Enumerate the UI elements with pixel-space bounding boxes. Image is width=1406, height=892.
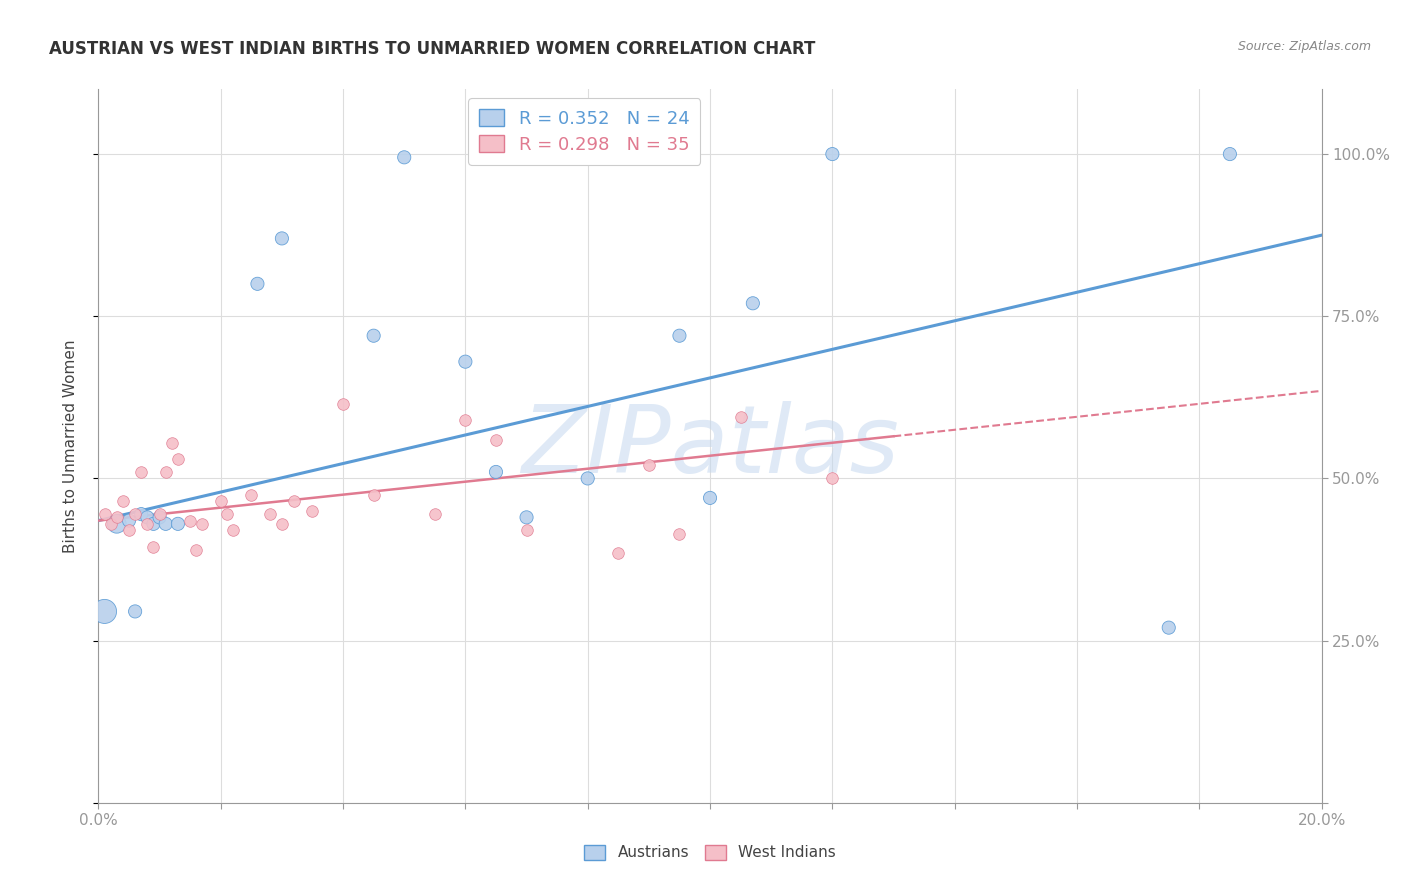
- Point: [136, 510, 159, 524]
- Point: [699, 491, 721, 505]
- Point: [240, 488, 263, 502]
- Point: [167, 452, 190, 467]
- Point: [100, 516, 122, 531]
- Point: [136, 516, 159, 531]
- Text: ZIPatlas: ZIPatlas: [522, 401, 898, 491]
- Point: [142, 540, 165, 554]
- Text: Source: ZipAtlas.com: Source: ZipAtlas.com: [1237, 40, 1371, 54]
- Point: [124, 507, 146, 521]
- Point: [516, 524, 538, 538]
- Point: [118, 514, 141, 528]
- Point: [576, 471, 599, 485]
- Point: [270, 231, 292, 245]
- Point: [209, 494, 232, 508]
- Point: [129, 507, 152, 521]
- Point: [160, 435, 183, 450]
- Point: [485, 433, 508, 447]
- Point: [259, 507, 281, 521]
- Point: [118, 524, 141, 538]
- Point: [423, 507, 446, 521]
- Point: [129, 465, 152, 479]
- Point: [105, 510, 128, 524]
- Point: [93, 604, 115, 618]
- Point: [1157, 621, 1180, 635]
- Legend: Austrians, West Indians: Austrians, West Indians: [578, 838, 842, 866]
- Point: [111, 494, 134, 508]
- Point: [179, 514, 201, 528]
- Point: [454, 354, 477, 368]
- Point: [215, 507, 238, 521]
- Point: [730, 409, 752, 424]
- Point: [607, 546, 630, 560]
- Point: [821, 471, 844, 485]
- Y-axis label: Births to Unmarried Women: Births to Unmarried Women: [63, 339, 77, 553]
- Point: [668, 328, 690, 343]
- Point: [363, 488, 385, 502]
- Point: [246, 277, 269, 291]
- Point: [332, 397, 354, 411]
- Point: [155, 516, 177, 531]
- Point: [167, 516, 190, 531]
- Point: [485, 465, 508, 479]
- Point: [105, 516, 128, 531]
- Point: [1219, 147, 1241, 161]
- Point: [186, 542, 208, 557]
- Point: [142, 516, 165, 531]
- Point: [363, 328, 385, 343]
- Point: [155, 465, 177, 479]
- Point: [668, 526, 690, 541]
- Point: [149, 507, 172, 521]
- Text: AUSTRIAN VS WEST INDIAN BIRTHS TO UNMARRIED WOMEN CORRELATION CHART: AUSTRIAN VS WEST INDIAN BIRTHS TO UNMARR…: [49, 40, 815, 58]
- Point: [454, 413, 477, 427]
- Point: [821, 147, 844, 161]
- Point: [392, 150, 416, 164]
- Point: [124, 604, 146, 618]
- Point: [149, 510, 172, 524]
- Point: [741, 296, 763, 310]
- Point: [516, 510, 538, 524]
- Point: [191, 516, 214, 531]
- Point: [301, 504, 323, 518]
- Point: [93, 507, 115, 521]
- Point: [637, 458, 661, 473]
- Point: [283, 494, 305, 508]
- Point: [270, 516, 292, 531]
- Point: [222, 524, 245, 538]
